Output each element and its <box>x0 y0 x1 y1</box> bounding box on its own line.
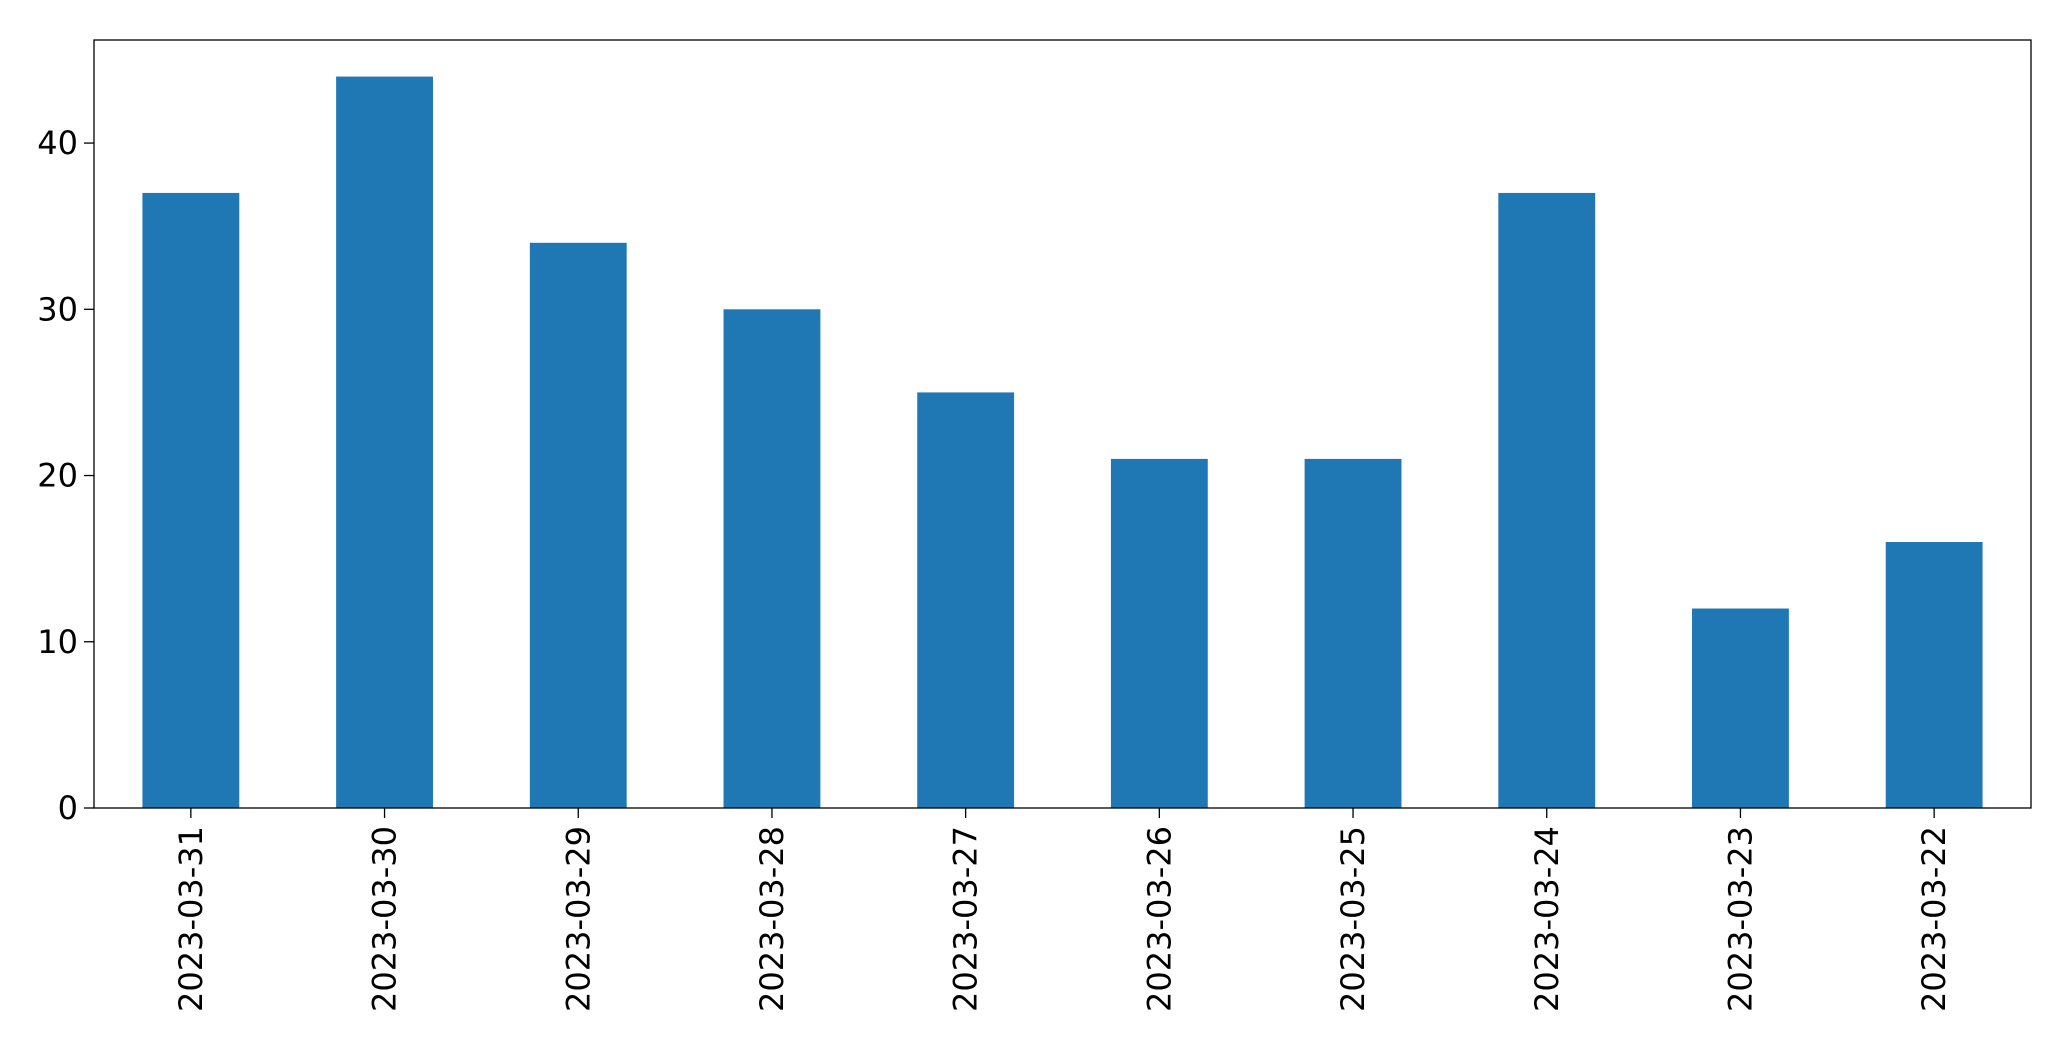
bar <box>917 392 1015 808</box>
bar <box>1304 458 1402 808</box>
plot-frame <box>93 39 2032 809</box>
x-tick-label: 2023-03-27 <box>947 826 985 1012</box>
bar <box>1110 458 1208 808</box>
y-tick-label: 40 <box>37 124 78 162</box>
x-tick-label: 2023-03-23 <box>1721 826 1759 1012</box>
bar <box>723 309 821 808</box>
bar <box>1498 192 1596 808</box>
x-tick-label: 2023-03-22 <box>1915 826 1953 1012</box>
y-tick-label: 20 <box>37 457 78 495</box>
x-tick-label: 2023-03-31 <box>172 826 210 1012</box>
x-tick-label: 2023-03-30 <box>366 826 404 1012</box>
x-tick-label: 2023-03-24 <box>1528 826 1566 1012</box>
x-tick-label: 2023-03-26 <box>1140 826 1178 1012</box>
y-tick-label: 10 <box>37 623 78 661</box>
y-tick-label: 0 <box>58 789 78 827</box>
y-tick-label: 30 <box>37 290 78 328</box>
bar <box>529 242 627 809</box>
x-tick-label: 2023-03-29 <box>559 826 597 1012</box>
bar <box>142 192 240 808</box>
bar <box>1885 542 1983 808</box>
bar <box>336 76 433 809</box>
x-tick-label: 2023-03-25 <box>1334 826 1372 1012</box>
x-tick-label: 2023-03-28 <box>753 826 791 1012</box>
bar <box>1692 608 1789 808</box>
